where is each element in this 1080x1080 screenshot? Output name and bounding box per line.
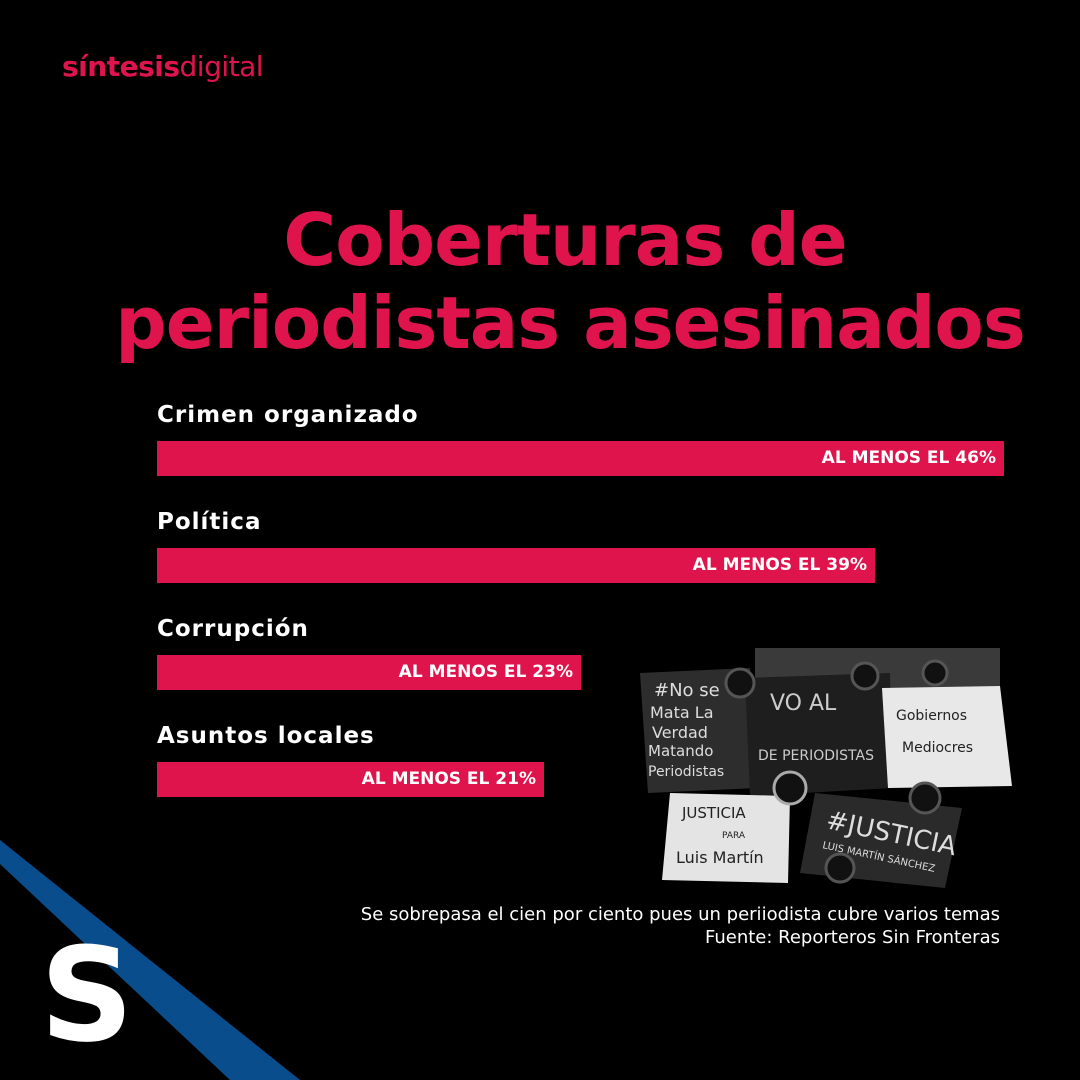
protest-photo: #No se Mata La Verdad Matando Periodista… [640, 648, 1014, 888]
chart-footnote: Se sobrepasa el cien por ciento pues un … [200, 903, 1000, 949]
photo-sign-5: Periodistas [648, 764, 724, 780]
bar-value-label: AL MENOS EL 23% [399, 655, 573, 690]
footnote-source: Fuente: Reporteros Sin Fronteras [200, 926, 1000, 949]
brand-logo: síntesis digital [62, 50, 263, 94]
photo-sign-8: Gobiernos [896, 708, 967, 724]
photo-sign-6: VO AL [770, 691, 837, 716]
photo-sign-4: Matando [648, 742, 713, 760]
photo-sign-7: DE PERIODISTAS [758, 748, 874, 764]
bar-value-label: AL MENOS EL 46% [822, 441, 996, 476]
corner-s-icon: S [40, 919, 134, 1071]
chart-bar: AL MENOS EL 39% [157, 548, 875, 583]
bar-value-label: AL MENOS EL 39% [693, 548, 867, 583]
chart-bar: AL MENOS EL 23% [157, 655, 581, 690]
photo-sign-9: Mediocres [902, 740, 973, 756]
photo-sign-12: Luis Martín [676, 848, 764, 867]
brand-logo-light: digital [180, 50, 264, 83]
page-title-line-2: periodistas asesinados [0, 283, 1080, 363]
photo-sign-11: PARA [722, 831, 746, 841]
category-label: Política [157, 509, 261, 535]
chart-bar: AL MENOS EL 21% [157, 762, 544, 797]
footnote-note: Se sobrepasa el cien por ciento pues un … [200, 903, 1000, 926]
category-label: Asuntos locales [157, 723, 375, 749]
corner-logo: S [0, 840, 300, 1080]
category-label: Corrupción [157, 616, 309, 642]
page-title-line-1: Coberturas de [0, 200, 1080, 280]
photo-sign-2: Mata La [650, 703, 714, 722]
chart-bar: AL MENOS EL 46% [157, 441, 1004, 476]
brand-logo-bold: síntesis [62, 50, 180, 83]
photo-sign-10: JUSTICIA [681, 804, 746, 822]
photo-sign-3: Verdad [652, 723, 708, 742]
photo-sign-1: #No se [654, 680, 720, 701]
category-label: Crimen organizado [157, 402, 419, 428]
bar-value-label: AL MENOS EL 21% [362, 762, 536, 797]
